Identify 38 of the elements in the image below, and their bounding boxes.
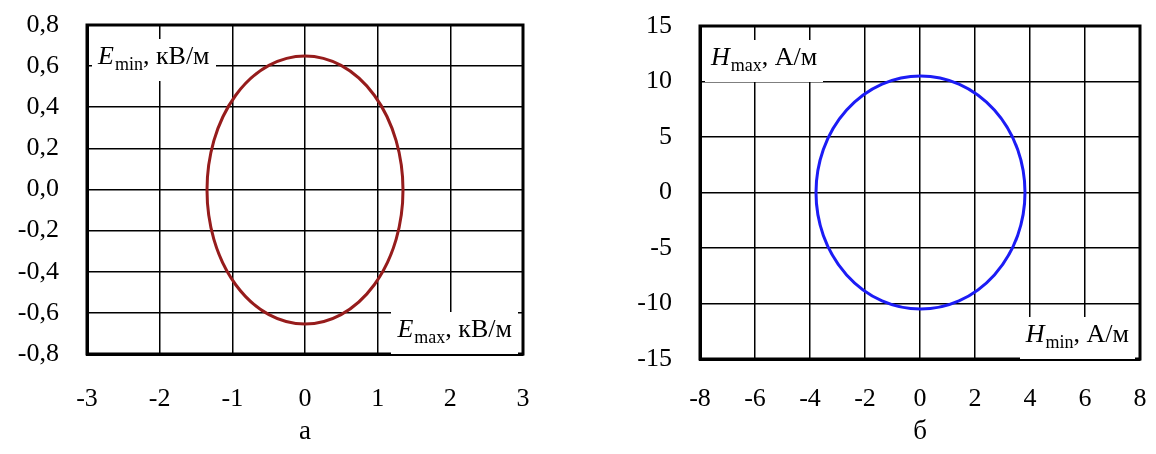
text: а: [298, 414, 312, 446]
x-tick-label: 2: [968, 383, 982, 413]
x-tick-label: -3: [76, 383, 98, 413]
y-tick-label: 5: [659, 120, 672, 150]
y-tick-label: 0,0: [26, 173, 59, 203]
y-tick-label: 0,2: [26, 132, 59, 162]
x-tick-label: 0: [913, 383, 927, 413]
x-axis-title: E$_{max}$, кВ/м: [397, 314, 512, 347]
x-tick-label: -2: [854, 383, 876, 413]
y-tick-label: 10: [646, 65, 672, 95]
x-tick-label: -4: [799, 383, 821, 413]
x-tick-label: -2: [148, 383, 171, 413]
y-tick-label: -0,8: [17, 337, 59, 367]
x-axis-title: H$_{min}$, А/м: [1025, 319, 1129, 352]
y-tick-label: -0,2: [17, 214, 59, 244]
y-tick-label: -0,4: [17, 255, 59, 285]
y-axis-title: H$_{max}$, А/м: [711, 42, 818, 75]
y-tick-label: -15: [637, 342, 672, 372]
x-tick-label: -8: [689, 383, 711, 413]
text: б: [912, 414, 928, 446]
x-tick-label: -1: [221, 383, 244, 413]
x-tick-label: 8: [1133, 383, 1147, 413]
y-axis-title: E$_{min}$, кВ/м: [98, 41, 210, 74]
y-tick-label: 0,6: [26, 49, 59, 79]
x-tick-label: -6: [744, 383, 766, 413]
x-tick-label: 3: [516, 383, 530, 413]
x-tick-label: 4: [1023, 383, 1037, 413]
y-tick-label: -0,6: [17, 296, 59, 326]
y-tick-label: 0,4: [26, 91, 59, 121]
y-tick-label: -5: [650, 231, 672, 261]
y-tick-label: -10: [637, 287, 672, 317]
x-tick-label: 0: [298, 383, 312, 413]
x-tick-label: 6: [1078, 383, 1092, 413]
y-tick-label: 0,8: [26, 8, 59, 38]
x-tick-label: 1: [371, 383, 385, 413]
x-tick-label: 2: [443, 383, 457, 413]
y-tick-label: 15: [646, 9, 672, 39]
y-tick-label: 0: [659, 176, 672, 206]
